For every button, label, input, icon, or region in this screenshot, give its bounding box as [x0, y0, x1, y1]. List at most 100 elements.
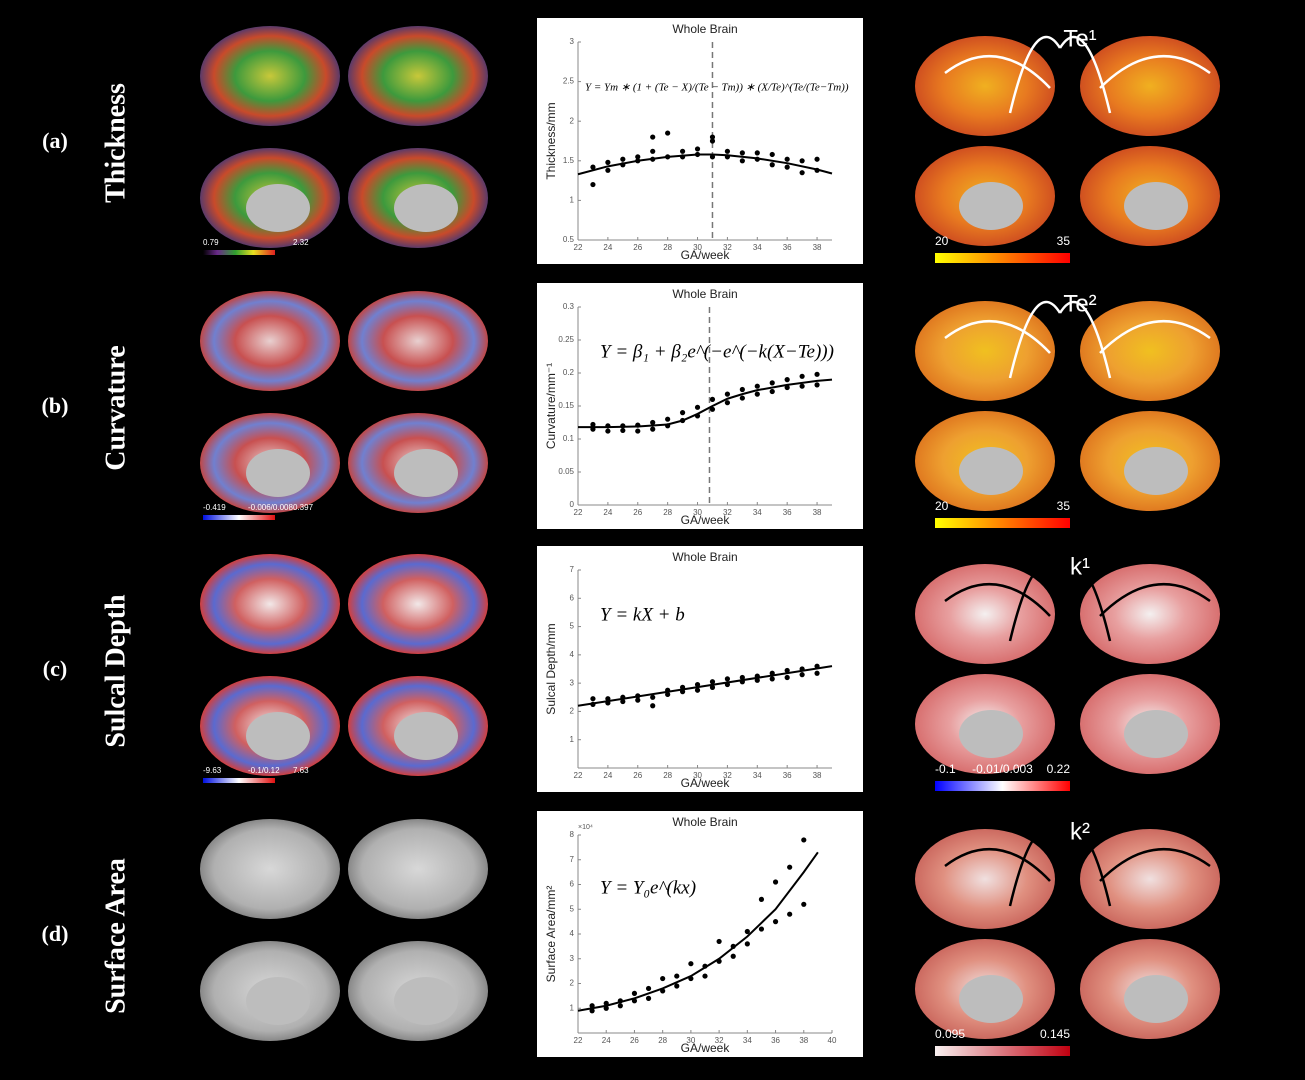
map-colorbar-label: 0.22	[1047, 762, 1071, 776]
medial-wall	[1124, 447, 1188, 495]
data-point	[679, 689, 686, 695]
x-tick-label: 34	[753, 243, 762, 252]
medial-wall	[394, 184, 458, 232]
data-point	[635, 158, 641, 164]
growth-arrow	[1099, 847, 1211, 882]
map-colorbar-label: 35	[1057, 234, 1071, 248]
raw-colorbar-label: -0.006/0.008	[248, 503, 293, 512]
data-point	[694, 404, 701, 410]
data-point	[739, 674, 745, 681]
data-point	[674, 983, 680, 989]
x-tick-label: 24	[603, 243, 612, 252]
data-point	[605, 696, 611, 702]
x-tick-label: 36	[783, 508, 792, 517]
x-tick-label: 34	[753, 508, 762, 517]
x-tick-label: 26	[633, 508, 642, 517]
data-point	[605, 423, 611, 429]
chart-title: Whole Brain	[672, 22, 737, 36]
data-point	[716, 938, 722, 945]
data-point	[605, 700, 611, 706]
brain-map	[915, 301, 1055, 401]
x-tick-label: 22	[574, 1036, 583, 1045]
data-point	[801, 837, 807, 843]
row-measure: Thickness	[100, 83, 131, 203]
medial-wall	[246, 184, 310, 232]
x-tick-label: 38	[813, 508, 822, 517]
map-colorbar-label: -0.1	[935, 762, 956, 776]
data-point	[730, 953, 736, 959]
data-point	[631, 998, 638, 1004]
map-label: Te¹	[1063, 25, 1096, 52]
data-point	[769, 676, 775, 682]
data-point	[709, 396, 716, 402]
y-tick-label: 1	[570, 735, 575, 744]
data-point	[694, 681, 701, 688]
data-point	[758, 896, 765, 902]
map-colorbar-label: 20	[935, 499, 949, 513]
x-tick-label: 36	[783, 771, 792, 780]
medial-wall	[246, 977, 310, 1025]
row-letter: (c)	[43, 656, 67, 681]
data-point	[650, 156, 656, 162]
data-point	[724, 154, 731, 160]
data-point	[620, 698, 626, 705]
x-tick-label: 38	[799, 1036, 808, 1045]
y-tick-label: 0.3	[563, 302, 575, 311]
x-axis-label: GA/week	[681, 776, 731, 790]
y-tick-label: 0.25	[558, 335, 574, 344]
y-tick-label: 0	[570, 500, 575, 509]
y-tick-label: 4	[570, 650, 575, 659]
chart-title: Whole Brain	[672, 550, 737, 564]
row-letter: (d)	[42, 921, 69, 946]
data-point	[603, 1000, 609, 1006]
brain-surface	[348, 819, 488, 919]
data-point	[674, 973, 680, 979]
x-tick-label: 28	[663, 508, 672, 517]
medial-wall	[394, 712, 458, 760]
data-point	[650, 419, 656, 426]
data-point	[590, 181, 596, 188]
data-point	[617, 1003, 623, 1009]
y-tick-label: 0.15	[558, 401, 574, 410]
x-tick-label: 34	[743, 1036, 752, 1045]
fit-curve	[577, 665, 833, 707]
row-letter: (b)	[42, 393, 69, 418]
medial-wall	[394, 977, 458, 1025]
map-colorbar	[935, 253, 1070, 263]
equation: Y = kX + b	[600, 604, 685, 625]
data-point	[635, 697, 641, 703]
data-point	[709, 134, 716, 140]
x-tick-label: 38	[813, 771, 822, 780]
data-point	[679, 410, 686, 416]
x-tick-label: 24	[603, 771, 612, 780]
brain-surface	[348, 554, 488, 654]
medial-wall	[246, 712, 310, 760]
y-tick-label: 3	[570, 37, 575, 46]
x-tick-label: 26	[633, 243, 642, 252]
map-colorbar-label: 35	[1057, 499, 1071, 513]
data-point	[724, 676, 731, 682]
data-point	[769, 151, 775, 158]
growth-arrow	[944, 54, 1051, 89]
data-point	[769, 670, 775, 676]
data-point	[787, 911, 793, 917]
data-point	[603, 1005, 609, 1011]
growth-arrow	[1008, 300, 1062, 379]
growth-arrow	[944, 582, 1051, 617]
x-tick-label: 26	[633, 771, 642, 780]
data-point	[814, 382, 820, 388]
x-tick-label: 32	[723, 771, 732, 780]
data-point	[590, 426, 596, 432]
map-colorbar	[935, 518, 1070, 528]
data-point	[739, 386, 745, 393]
data-point	[716, 958, 722, 964]
medial-wall	[1124, 710, 1188, 758]
data-point	[709, 684, 716, 690]
chart-panel	[537, 283, 863, 529]
data-point	[665, 691, 671, 698]
brain-surface	[348, 26, 488, 126]
data-point	[814, 670, 820, 676]
y-tick-label: 0.2	[563, 368, 575, 377]
data-point	[814, 663, 820, 669]
data-point	[660, 988, 666, 994]
